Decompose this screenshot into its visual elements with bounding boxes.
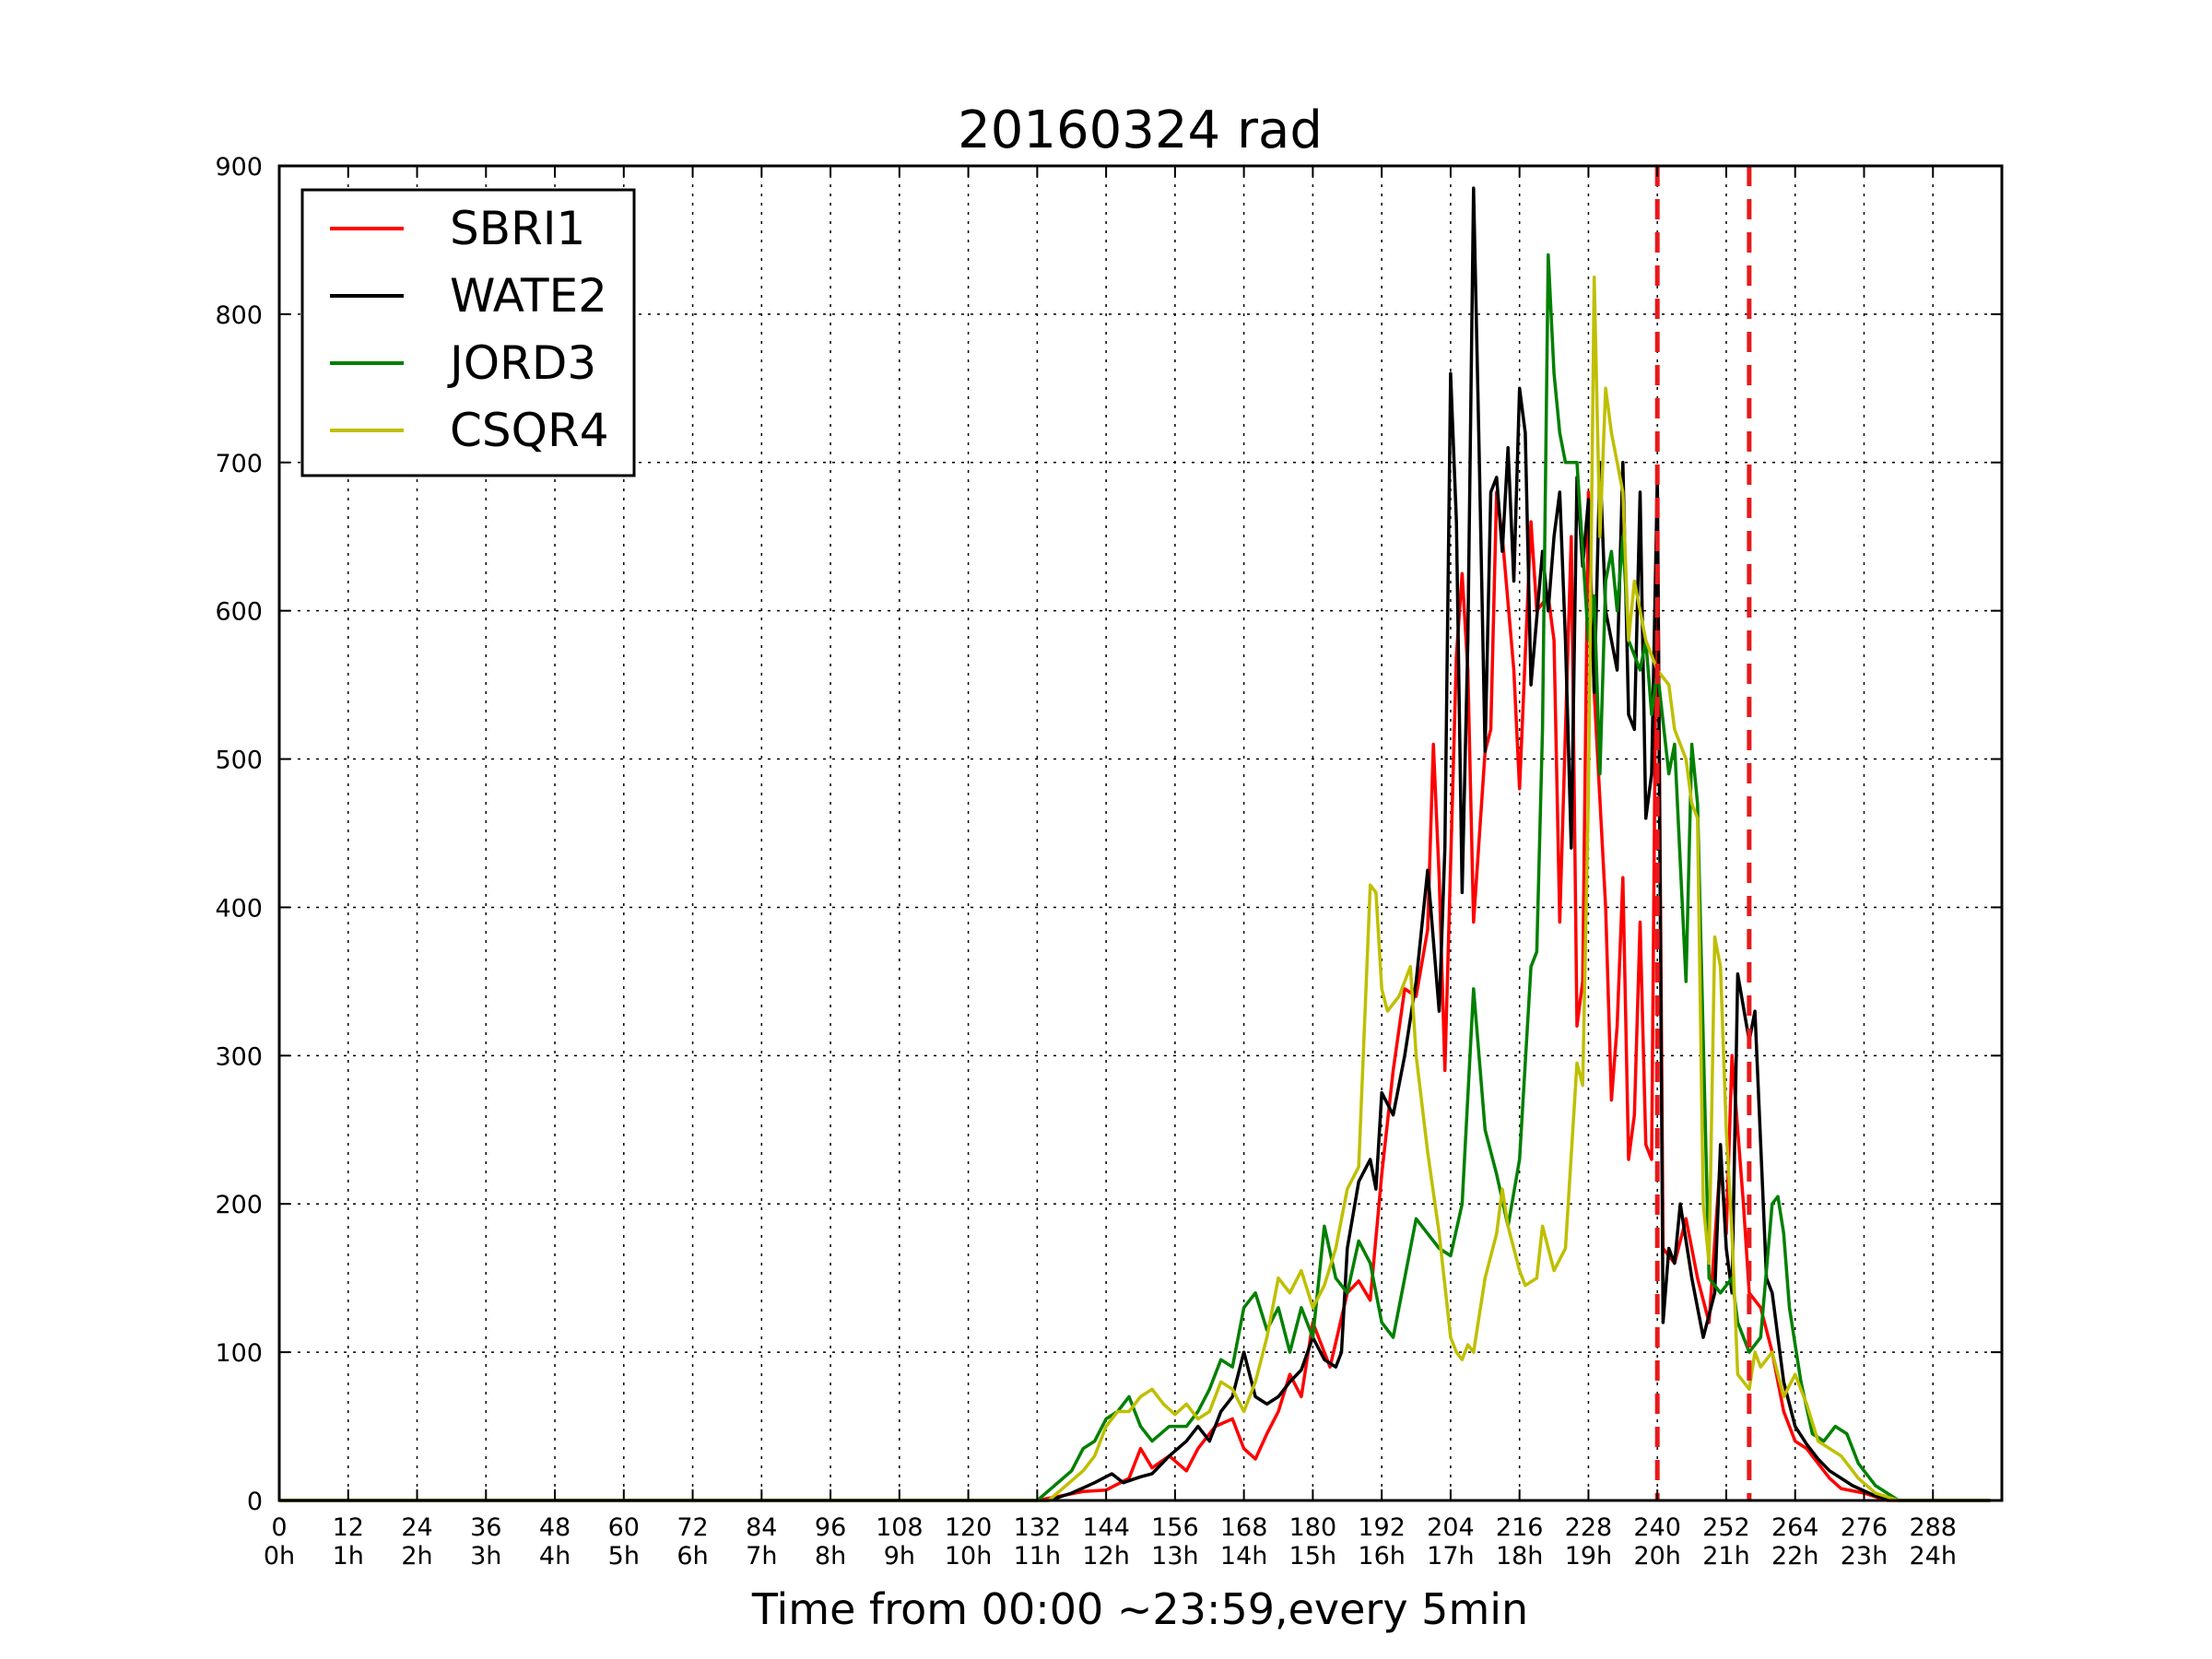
y-tick-label: 100 [215, 1339, 263, 1368]
y-tick-label: 900 [215, 153, 263, 182]
x-tick-label: 168 [1220, 1513, 1268, 1542]
x-tick-label: 60 [608, 1513, 640, 1542]
x-tick-sublabel: 0h [264, 1542, 295, 1571]
x-tick-sublabel: 13h [1151, 1542, 1198, 1571]
x-tick-label: 204 [1427, 1513, 1475, 1542]
x-tick-label: 132 [1014, 1513, 1062, 1542]
y-tick-label: 200 [215, 1191, 263, 1219]
x-tick-sublabel: 19h [1565, 1542, 1612, 1571]
legend-entry-label: SBRI1 [450, 202, 585, 255]
x-tick-label: 12 [333, 1513, 364, 1542]
x-tick-sublabel: 10h [945, 1542, 992, 1571]
y-tick-label: 400 [215, 894, 263, 923]
x-tick-label: 156 [1151, 1513, 1199, 1542]
x-tick-sublabel: 17h [1427, 1542, 1474, 1571]
legend: SBRI1 WATE2 JORD3 CSQR4 [300, 188, 636, 477]
x-tick-sublabel: 9h [884, 1542, 915, 1571]
x-tick-sublabel: 11h [1014, 1542, 1061, 1571]
x-tick-label: 108 [876, 1513, 924, 1542]
x-axis-label: Time from 00:00 ~23:59,every 5min [751, 1584, 1528, 1634]
x-tick-sublabel: 1h [333, 1542, 364, 1571]
series-line-wate2 [279, 186, 1991, 1502]
x-tick-label: 36 [470, 1513, 501, 1542]
legend-box [300, 188, 636, 477]
x-tick-label: 48 [539, 1513, 571, 1542]
vertical-markers [1654, 166, 1752, 1500]
x-tick-sublabel: 22h [1771, 1542, 1818, 1571]
x-tick-label: 72 [677, 1513, 708, 1542]
y-tick-label: 0 [247, 1488, 263, 1516]
plot-area-frame [277, 164, 2004, 1502]
chart-title: 20160324 rad [958, 100, 1323, 160]
x-tick-sublabel: 7h [746, 1542, 777, 1571]
legend-entry-label: WATE2 [450, 269, 607, 323]
x-tick-sublabel: 16h [1358, 1542, 1405, 1571]
x-tick-sublabel: 15h [1289, 1542, 1336, 1571]
series-line-csqr4 [279, 275, 1991, 1502]
x-tick-sublabel: 20h [1633, 1542, 1680, 1571]
x-tick-sublabel: 23h [1841, 1542, 1888, 1571]
x-tick-label: 288 [1909, 1513, 1957, 1542]
x-tick-sublabel: 24h [1910, 1542, 1957, 1571]
y-tick-label: 700 [215, 450, 263, 478]
x-tick-label: 0 [271, 1513, 287, 1542]
x-tick-label: 192 [1358, 1513, 1406, 1542]
legend-entry-label: CSQR4 [450, 404, 609, 457]
x-tick-sublabel: 14h [1220, 1542, 1267, 1571]
x-tick-label: 252 [1702, 1513, 1750, 1542]
x-tick-label: 144 [1082, 1513, 1130, 1542]
y-tick-label: 300 [215, 1042, 263, 1071]
x-tick-sublabel: 8h [815, 1542, 846, 1571]
x-tick-sublabel: 3h [470, 1542, 501, 1571]
x-tick-sublabel: 4h [539, 1542, 571, 1571]
x-tick-label: 264 [1771, 1513, 1819, 1542]
x-tick-label: 84 [746, 1513, 777, 1542]
x-tick-label: 96 [815, 1513, 846, 1542]
data-series [279, 186, 1991, 1502]
x-tick-label: 228 [1565, 1513, 1613, 1542]
x-tick-label: 240 [1633, 1513, 1681, 1542]
x-tick-sublabel: 21h [1702, 1542, 1749, 1571]
x-tick-sublabel: 5h [608, 1542, 640, 1571]
x-tick-sublabel: 18h [1496, 1542, 1543, 1571]
series-line-jord3 [279, 253, 1991, 1502]
x-tick-label: 276 [1841, 1513, 1888, 1542]
x-tick-sublabel: 2h [401, 1542, 432, 1571]
x-tick-label: 216 [1496, 1513, 1544, 1542]
x-tick-label: 180 [1289, 1513, 1337, 1542]
x-tick-label: 120 [945, 1513, 993, 1542]
y-tick-label: 800 [215, 301, 263, 330]
x-tick-sublabel: 6h [677, 1542, 708, 1571]
x-tick-sublabel: 12h [1082, 1542, 1129, 1571]
y-tick-label: 500 [215, 747, 263, 775]
legend-entry-label: JORD3 [447, 336, 596, 390]
y-tick-label: 600 [215, 598, 263, 627]
x-tick-label: 24 [401, 1513, 432, 1542]
